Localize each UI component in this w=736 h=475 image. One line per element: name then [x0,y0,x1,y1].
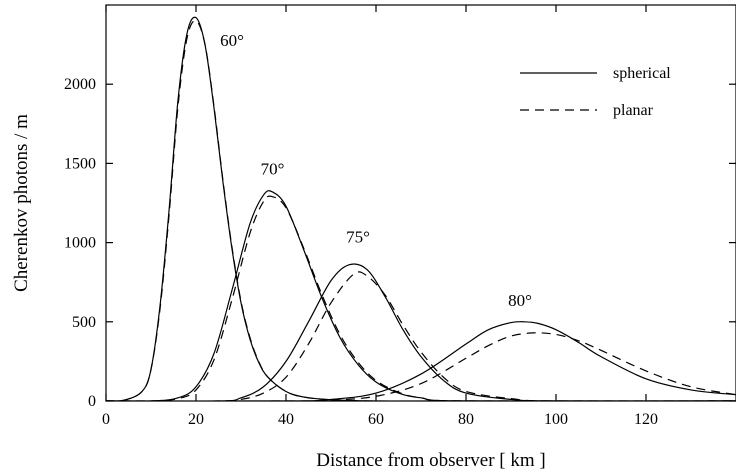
y-tick-label: 1500 [64,155,96,172]
x-tick-label: 40 [278,411,294,428]
legend: spherical planar [520,65,671,119]
series-line-spherical-75deg [106,263,736,401]
x-tick-label: 80 [458,411,474,428]
legend-label-planar: planar [613,102,654,119]
x-tick-label: 120 [634,411,658,428]
y-axis-label: Cherenkov photons / m [11,114,32,292]
y-tick-label: 500 [72,314,96,331]
legend-label-spherical: spherical [613,65,671,82]
series-line-spherical-80deg [106,321,736,401]
annotation-label: 80° [508,291,532,310]
x-tick-label: 60 [368,411,384,428]
series-line-planar-60deg [106,20,736,401]
x-axis-label: Distance from observer [ km ] [316,450,546,471]
y-tick-label: 2000 [64,76,96,93]
annotations-layer: 60° 70° 75° 80° [220,31,532,310]
y-tick-label: 1000 [64,235,96,252]
annotation-label: 75° [346,228,370,247]
x-tick-label: 100 [544,411,568,428]
series-line-spherical-70deg [106,190,736,401]
annotation-label: 70° [261,159,285,178]
x-tick-label: 20 [188,411,204,428]
series-line-planar-70deg [106,195,736,401]
annotation-label: 60° [220,31,244,50]
y-tick-label: 0 [88,393,96,410]
series-line-planar-80deg [106,332,736,401]
curves-layer [106,16,736,401]
x-tick-label: 0 [102,411,110,428]
ticks-layer: 0 20 40 60 80 100 120 0 500 1000 1500 2000 [64,5,736,428]
plot-frame [105,4,736,402]
series-line-planar-75deg [106,271,736,401]
